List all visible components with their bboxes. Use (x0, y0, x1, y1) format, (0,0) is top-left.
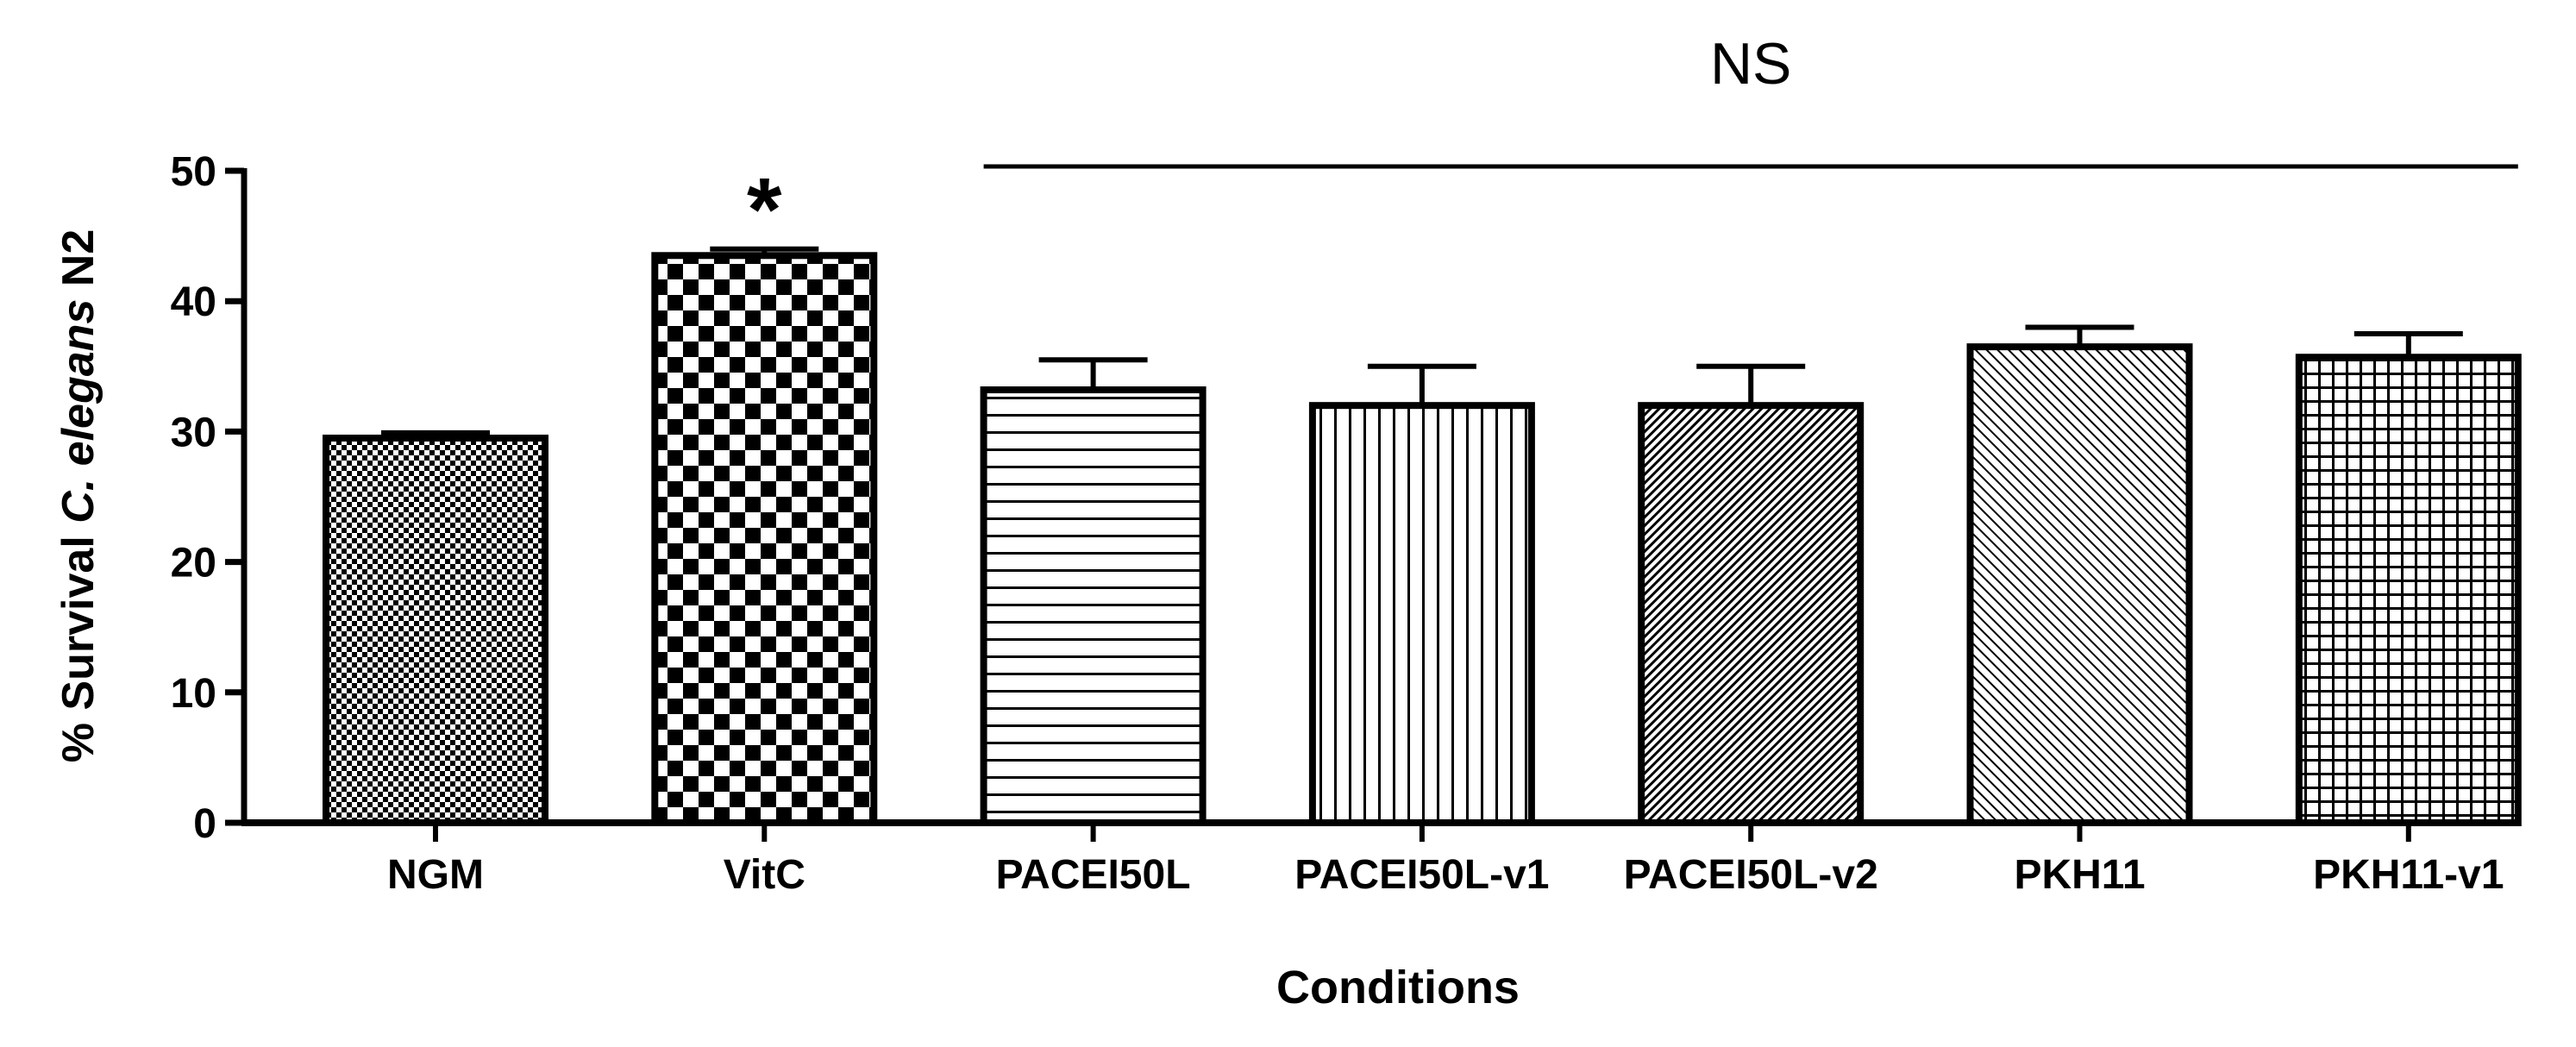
bar-vitc (651, 252, 878, 826)
bars-layer (323, 252, 2522, 826)
error-bar-ngm (381, 429, 490, 438)
annotations-layer: * NS (747, 31, 2518, 260)
y-tick-label: 0 (193, 801, 216, 847)
x-tick-label: PKH11-v1 (2313, 852, 2504, 898)
x-tick-label: PACEI50L-v1 (1294, 852, 1549, 898)
x-axis-title: Conditions (1276, 962, 1520, 1013)
x-tick-label: PACEI50L (996, 852, 1191, 898)
error-bar-pacei50l (1038, 357, 1148, 391)
error-bar-pacei50l-v1 (1367, 363, 1476, 406)
error-bar-pacei50l-v2 (1696, 363, 1806, 406)
bar-pacei50l-v2 (1638, 402, 1865, 826)
bar-pkh11-v1 (2295, 354, 2522, 826)
bar-pacei50l (980, 386, 1207, 826)
y-axis-title: % Survival C. elegans N2 (53, 229, 103, 763)
axes-layer: 0 10 20 30 40 50 (171, 149, 2497, 847)
x-tick-label: NGM (387, 852, 484, 898)
significance-star: * (747, 160, 782, 260)
y-tick-label: 30 (171, 410, 216, 455)
x-tick-label: PACEI50L-v2 (1624, 852, 1878, 898)
error-bar-vitc (710, 246, 819, 256)
bar-pacei50l-v1 (1308, 402, 1535, 826)
labels-layer: NGM VitC PACEI50L PACEI50L-v1 PACEI50L-v2 PKH… (53, 229, 2504, 1013)
y-tick-label: 10 (171, 671, 216, 717)
error-bar-pkh11-v1 (2353, 331, 2463, 358)
bar-pkh11 (1966, 343, 2193, 826)
error-bar-pkh11 (2025, 324, 2134, 348)
x-tick-label: PKH11 (2014, 852, 2145, 898)
bar-ngm (323, 434, 548, 826)
y-tick-label: 40 (171, 279, 216, 325)
y-tick-label: 20 (171, 541, 216, 586)
y-tick-label: 50 (171, 149, 216, 195)
ns-label: NS (1710, 31, 1791, 97)
x-tick-label: VitC (724, 852, 805, 898)
error-bars-layer (381, 246, 2463, 438)
